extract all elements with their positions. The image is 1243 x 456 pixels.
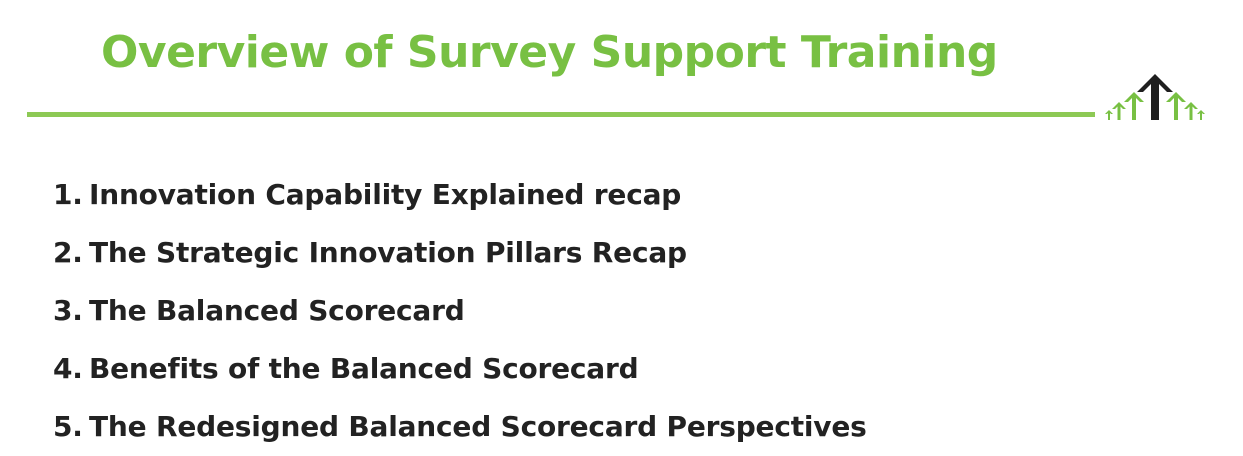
item-number: 4.	[53, 352, 83, 385]
item-text: The Strategic Innovation Pillars Recap	[89, 236, 687, 269]
far-left-arrow	[1105, 110, 1113, 120]
right-arrow	[1166, 92, 1186, 120]
arrows-up-logo-icon	[1105, 74, 1205, 120]
left-arrow	[1124, 92, 1144, 120]
item-number: 1.	[53, 178, 83, 211]
slide-title: Overview of Survey Support Training	[101, 27, 998, 78]
list-item: 2. The Strategic Innovation Pillars Recap	[53, 224, 867, 282]
list-item: 3. The Balanced Scorecard	[53, 282, 867, 340]
title-underline	[27, 112, 1095, 117]
item-text: Innovation Capability Explained recap	[89, 178, 682, 211]
agenda-list: 1. Innovation Capability Explained recap …	[53, 166, 867, 456]
list-item: 4. Benefits of the Balanced Scorecard	[53, 340, 867, 398]
list-item: 5. The Redesigned Balanced Scorecard Pers…	[53, 398, 867, 456]
center-arrow	[1137, 74, 1173, 120]
item-number: 5.	[53, 410, 83, 443]
item-text: The Balanced Scorecard	[89, 294, 465, 327]
right-small-arrow	[1184, 102, 1198, 120]
item-text: Benefits of the Balanced Scorecard	[89, 352, 639, 385]
item-number: 3.	[53, 294, 83, 327]
item-text: The Redesigned Balanced Scorecard Perspe…	[89, 410, 867, 443]
left-small-arrow	[1112, 102, 1126, 120]
list-item: 1. Innovation Capability Explained recap	[53, 166, 867, 224]
item-number: 2.	[53, 236, 83, 269]
far-right-arrow	[1197, 110, 1205, 120]
